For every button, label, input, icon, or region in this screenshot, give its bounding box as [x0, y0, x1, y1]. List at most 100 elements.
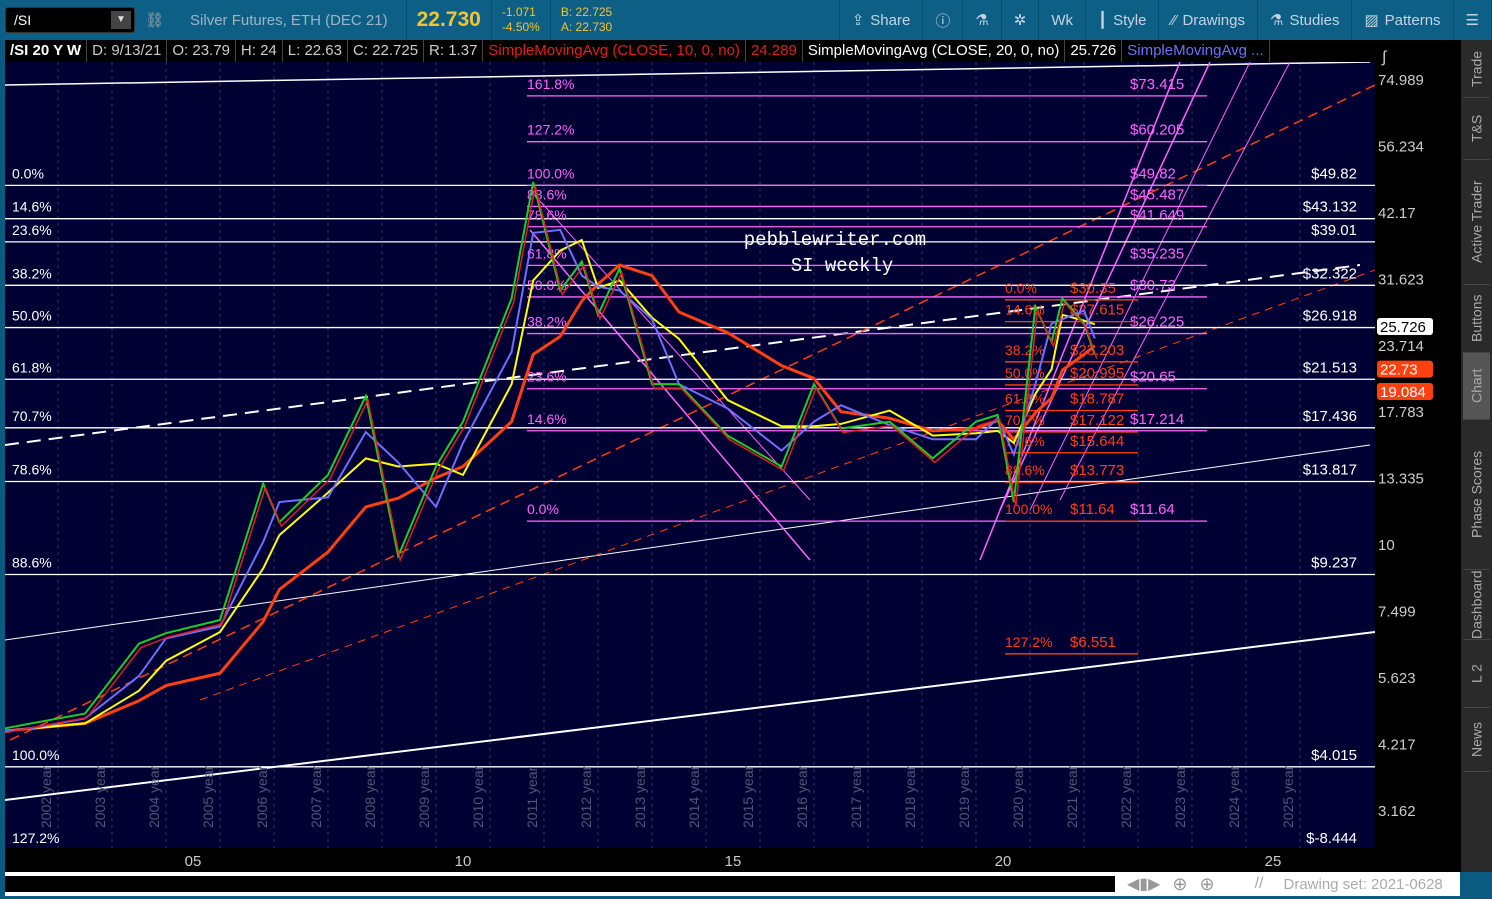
flask-icon: ⚗ — [1269, 12, 1284, 29]
year-label: 2013 year — [632, 765, 648, 828]
fib-main-price: $49.82 — [1311, 165, 1357, 182]
watermark-subtitle: SI weekly — [791, 255, 894, 277]
toolbar-button-flask[interactable]: ⚗ — [963, 0, 1002, 40]
fib-pink-price: $35.235 — [1130, 245, 1184, 262]
axis-settings-icon[interactable]: ∫ — [1381, 49, 1388, 66]
fib-orange-price: $11.64 — [1070, 501, 1115, 518]
study-sma10[interactable]: SimpleMovingAvg (CLOSE, 10, 0, no) — [483, 40, 746, 62]
drawing-icon[interactable]: // — [1254, 875, 1264, 892]
last-price: 22.730 — [416, 8, 481, 31]
trend-line[interactable] — [5, 631, 1375, 801]
price-marker-bg — [1377, 317, 1433, 335]
pct-change: -4.50% — [501, 20, 540, 34]
trend-line[interactable] — [5, 264, 1361, 446]
fib-main-label: 14.6% — [12, 199, 52, 215]
fib-pink-label: 161.8% — [527, 76, 574, 92]
year-label: 2021 year — [1064, 765, 1080, 828]
trend-line[interactable] — [1059, 62, 1291, 501]
study-sma10-value: 24.289 — [746, 40, 803, 62]
year-label: 2008 year — [362, 765, 378, 828]
fib-orange-price: $30.35 — [1070, 280, 1116, 297]
time-axis[interactable]: 05 10 15 20 25 — [5, 848, 1375, 872]
tab-buttons[interactable]: Buttons — [1463, 285, 1490, 353]
toolbar-button-menu[interactable]: ☰ — [1454, 0, 1492, 40]
toolbar-button-drawings[interactable]: ⁄⁄ Drawings — [1159, 0, 1258, 40]
trend-line[interactable] — [9, 84, 1375, 741]
year-label: 2023 year — [1172, 765, 1188, 828]
fib-main-label: 38.2% — [12, 265, 52, 281]
toolbar: /SI ▼ ⛓ Silver Futures, ETH (DEC 21) 22.7… — [0, 0, 1492, 40]
bottom-bar: ◀▮▶ ⊕ ⊕ // Drawing set: 2021-0628 — [5, 872, 1460, 896]
fib-orange-label: 88.6% — [1005, 462, 1045, 478]
bid: B: 22.725 — [560, 5, 613, 19]
price-marker-bg — [1377, 360, 1433, 378]
price-marker: 25.726 — [1380, 319, 1426, 336]
year-label: 2016 year — [794, 765, 810, 828]
study-sma20-value: 25.726 — [1065, 40, 1123, 62]
toolbar-button-wk[interactable]: Wk — [1039, 0, 1087, 40]
toolbar-button-info[interactable]: ⓘ — [923, 0, 964, 40]
tab-t-s[interactable]: T&S — [1463, 98, 1490, 160]
horizontal-scrollbar[interactable] — [5, 876, 1115, 892]
drawing-set[interactable]: Drawing set: 2021-0628 — [1283, 875, 1443, 893]
fib-main-price: $-8.444 — [1306, 830, 1357, 847]
link-icon[interactable]: ⛓ — [145, 12, 165, 29]
study-sma-more[interactable]: SimpleMovingAvg ... — [1122, 40, 1270, 62]
toolbar-button-patterns[interactable]: ▨ Patterns — [1352, 0, 1454, 40]
trend-line[interactable] — [199, 269, 1375, 701]
price-marker: 22.73 — [1380, 362, 1418, 379]
fib-main-price: $4.015 — [1311, 747, 1357, 764]
pencil-icon: ⁄⁄ — [1171, 11, 1177, 29]
chevron-down-icon[interactable]: ▼ — [111, 11, 131, 29]
fib-main-label: 70.7% — [12, 408, 52, 424]
trend-line[interactable] — [1029, 62, 1251, 511]
price-axis[interactable]: ∫ 74.989 56.234 42.17 31.623 23.714 17.783 13.3… — [1375, 40, 1461, 872]
zoom-icon[interactable]: ⊕ — [1199, 873, 1215, 894]
pan-icon[interactable]: ◀▮▶ — [1127, 876, 1161, 893]
trend-line[interactable] — [5, 444, 1371, 641]
fib-orange-price: $6.551 — [1070, 634, 1116, 651]
fib-main-price: $17.436 — [1303, 408, 1357, 425]
year-label: 2007 year — [308, 765, 324, 828]
fib-main-price: $21.513 — [1303, 359, 1357, 376]
menu-icon: ☰ — [1465, 12, 1479, 29]
toolbar-button-gear[interactable]: ✲ — [1002, 0, 1040, 40]
toolbar-button-share[interactable]: ⇪ Share — [840, 0, 924, 40]
toolbar-button-studies[interactable]: ⚗ Studies — [1258, 0, 1353, 40]
tab-dashboard[interactable]: Dashboard — [1463, 570, 1490, 640]
study-sma20[interactable]: SimpleMovingAvg (CLOSE, 20, 0, no) — [803, 40, 1066, 62]
year-label: 2004 year — [146, 765, 162, 828]
price-tick: 31.623 — [1378, 271, 1424, 288]
tab-chart[interactable]: Chart — [1463, 353, 1490, 420]
trend-line[interactable] — [999, 62, 1211, 511]
crosshair-icon[interactable]: ⊕ — [1172, 873, 1188, 894]
pattern-icon: ▨ — [1364, 12, 1379, 29]
fib-orange-price: $13.773 — [1070, 462, 1124, 479]
tab-trade[interactable]: Trade — [1463, 40, 1490, 98]
price-axis-bg — [1375, 40, 1461, 872]
price-chart[interactable]: 0.0% $49.82 14.6% $43.132 23.6% $39.01 38.2% $3… — [5, 62, 1375, 848]
tab-news[interactable]: News — [1463, 708, 1490, 772]
tab-l-2[interactable]: L 2 — [1463, 640, 1490, 708]
fib-pink-label: 78.6% — [527, 207, 567, 223]
price-tick: 10 — [1378, 537, 1395, 554]
year-label: 2005 year — [200, 765, 216, 828]
chart-info-bar: /SI 20 Y W D: 9/13/21 O: 23.79 H: 24 L: … — [5, 40, 1375, 62]
net-change: -1.071 — [501, 5, 536, 19]
fib-orange-price: $15.644 — [1070, 433, 1124, 450]
toolbar-button-label: Wk — [1051, 11, 1074, 29]
year-label: 2011 year — [524, 766, 540, 828]
trend-line[interactable] — [979, 62, 1181, 561]
time-tick: 05 — [185, 853, 202, 870]
share-icon: ⇪ — [851, 12, 865, 29]
fib-pink-label: 100.0% — [527, 165, 574, 181]
tab-active-trader[interactable]: Active Trader — [1463, 160, 1490, 285]
tab-phase-scores[interactable]: Phase Scores — [1463, 420, 1490, 570]
trend-line[interactable] — [5, 62, 1371, 86]
fib-orange-label: 38.2% — [1005, 342, 1045, 358]
symbol-selector[interactable]: /SI ▼ — [5, 7, 135, 33]
toolbar-button-style[interactable]: ┃ Style — [1086, 0, 1160, 40]
time-tick: 25 — [1265, 853, 1282, 870]
fib-pink-price: $45.487 — [1130, 186, 1184, 203]
fib-pink-price: $30.73 — [1130, 277, 1176, 294]
